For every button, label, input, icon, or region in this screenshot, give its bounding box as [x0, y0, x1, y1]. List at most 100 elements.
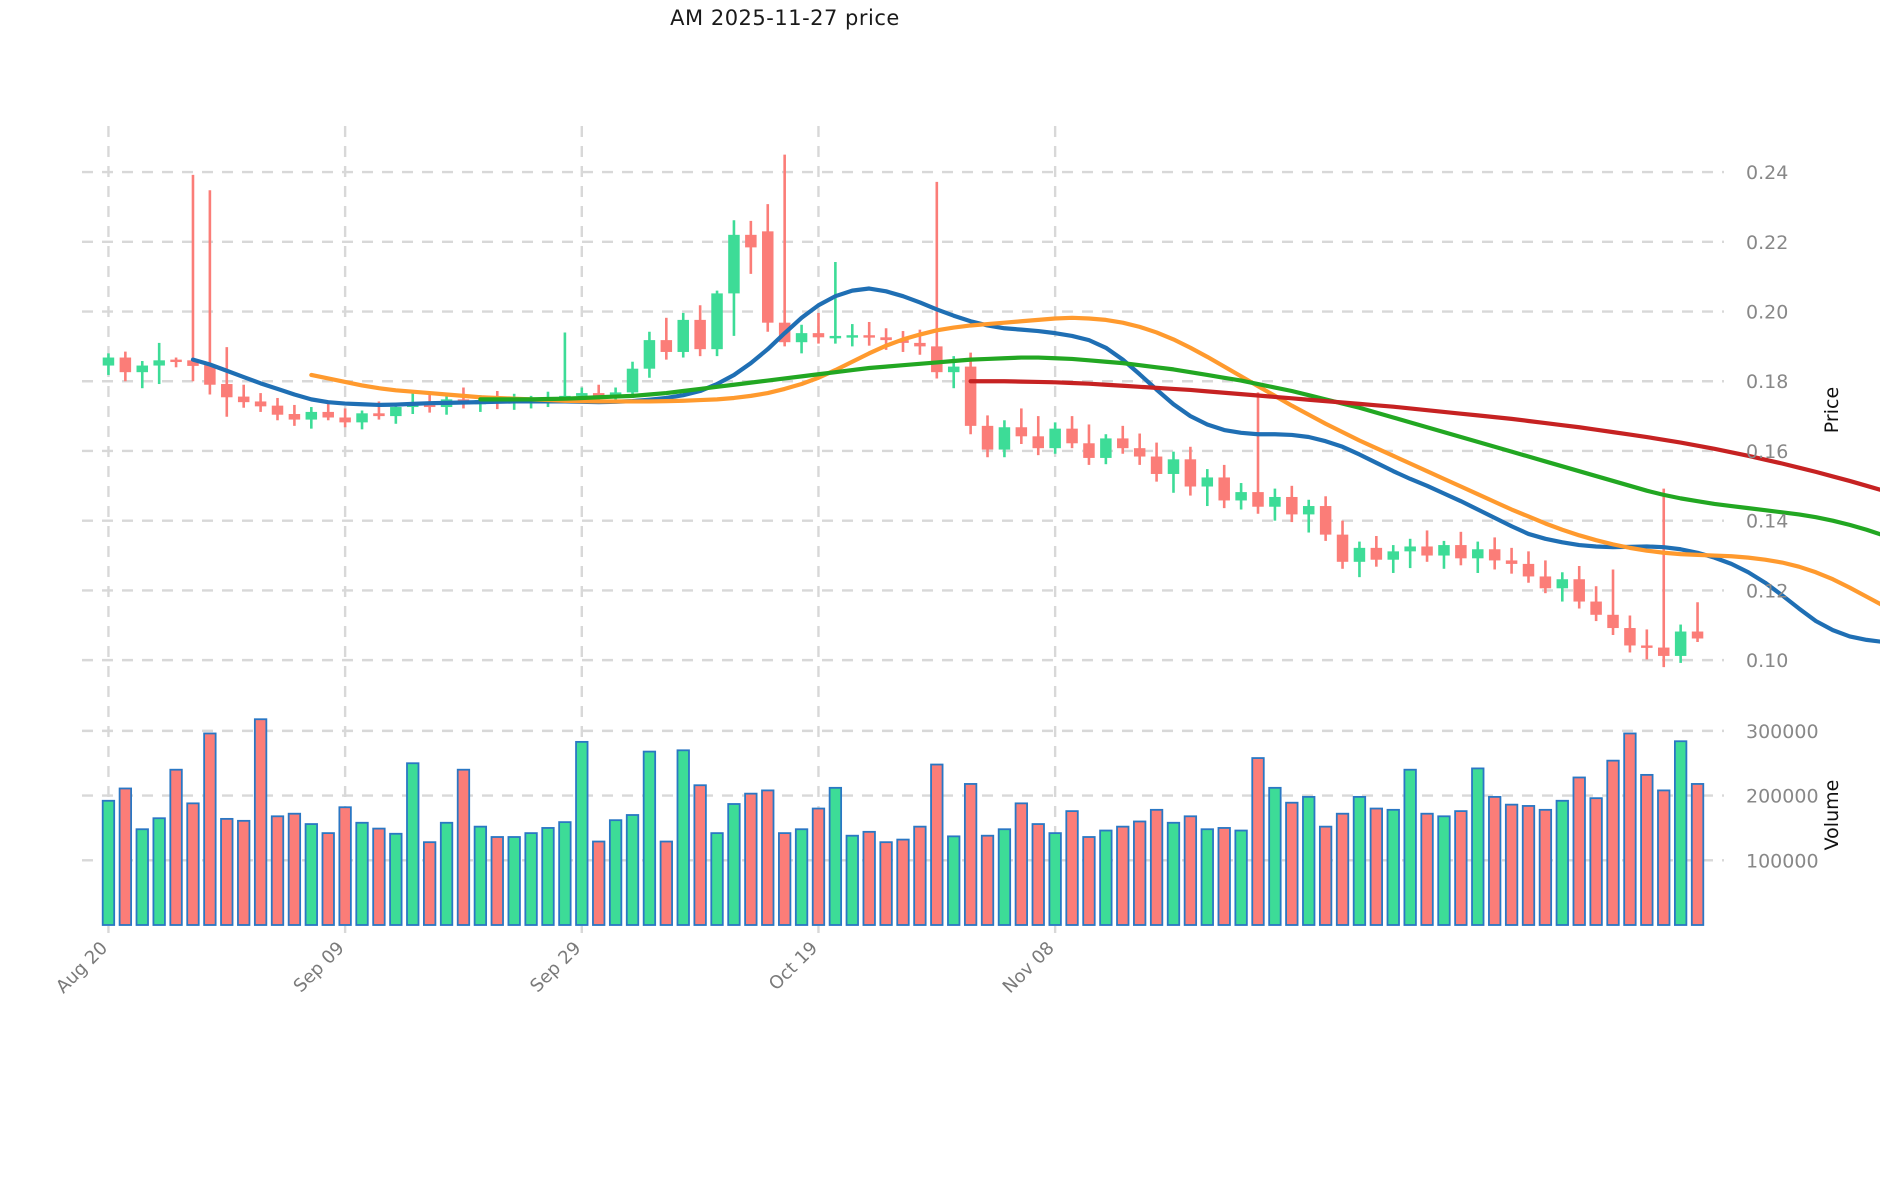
volume-bar [490, 836, 504, 926]
candle-body [1556, 579, 1569, 589]
volume-bar [389, 832, 403, 926]
volume-bar [507, 836, 521, 926]
candle-body [1624, 628, 1636, 646]
candle-body [102, 357, 115, 366]
volume-bar [169, 768, 183, 926]
candle-body [1319, 506, 1332, 535]
volume-bar [321, 832, 335, 926]
x-axis-tick-labels: Aug 20 Sep 09 Sep 29 Oct 19 Nov 08 [52, 938, 1059, 998]
candle-body [1252, 492, 1264, 507]
volume-bar [1690, 783, 1705, 926]
candle-body [880, 337, 892, 341]
volume-bar [524, 832, 538, 926]
candle-body [356, 413, 368, 423]
candle-body [1269, 496, 1281, 507]
volume-bar [1471, 767, 1485, 926]
volume-bar [1251, 757, 1265, 926]
volume-bar [1318, 825, 1333, 926]
volume-bar [1217, 827, 1231, 926]
volume-bar [963, 783, 978, 926]
volume-bar [558, 821, 572, 926]
volume-bar [761, 789, 775, 926]
volume-bar [862, 830, 876, 926]
candle-body [288, 414, 301, 420]
candle-body [914, 342, 926, 347]
ma-line-ma_xlong [968, 379, 1880, 492]
candle-body [390, 407, 402, 417]
volume-bar [1116, 825, 1130, 926]
volume-bar [101, 799, 116, 926]
candle-body [576, 393, 588, 396]
volume-bar [203, 732, 217, 926]
candle-body [947, 366, 960, 373]
volume-bar [575, 740, 589, 926]
volume-bar [1640, 773, 1654, 926]
volume-bar [1673, 740, 1688, 926]
volume-bar [406, 762, 420, 926]
candle-body [795, 333, 808, 343]
volume-bar [456, 768, 471, 926]
candle-body [339, 417, 351, 423]
volume-bar [253, 718, 268, 926]
candle-body [1083, 443, 1095, 458]
volume-bar [1099, 829, 1113, 926]
candle-body [812, 333, 825, 338]
candle-body [1438, 545, 1450, 556]
price-gridlines [82, 170, 1724, 662]
volume-bar [794, 828, 809, 926]
volume-bar [1285, 801, 1299, 926]
candle-body [1167, 459, 1180, 474]
volume-bar [997, 828, 1012, 926]
candle-body [1049, 428, 1061, 449]
candle-body [1455, 545, 1467, 559]
candle-body [711, 293, 723, 350]
volume-bar [1014, 802, 1028, 926]
x-tick-label: Sep 29 [526, 938, 585, 997]
candle-body [745, 234, 757, 248]
volume-tick-label: 100000 [1746, 850, 1819, 872]
x-gridlines [107, 126, 1057, 933]
volume-bar [744, 792, 758, 926]
volume-bar [1048, 832, 1062, 926]
volume-bar [676, 749, 690, 926]
candle-body [187, 360, 199, 366]
candle-body [762, 231, 774, 323]
volume-axis-tick-labels: 300000 200000 100000 [1746, 721, 1819, 872]
candle-body [119, 357, 132, 373]
volume-bar [913, 825, 927, 926]
candle-body [237, 396, 250, 403]
volume-bar [642, 750, 657, 926]
price-tick-label: 0.20 [1746, 302, 1788, 324]
volume-tick-label: 300000 [1746, 721, 1819, 743]
volume-bar [1149, 808, 1164, 926]
volume-bar [270, 815, 285, 926]
volume-bar [1234, 829, 1248, 926]
candle-body [643, 340, 656, 369]
candle-body [1117, 438, 1129, 449]
candle-body [1674, 631, 1687, 656]
price-tick-label: 0.22 [1746, 232, 1788, 254]
volume-bar [1623, 732, 1637, 926]
volume-bar [1031, 823, 1045, 926]
price-axis-title: Price [1821, 387, 1843, 433]
volume-bar [1268, 786, 1282, 926]
candle-body [1066, 428, 1078, 444]
volume-bar [1538, 808, 1553, 926]
price-axis-tick-labels: 0.24 0.22 0.20 0.18 0.16 0.14 0.12 0.10 [1746, 162, 1788, 672]
candle-body [1522, 563, 1535, 577]
volume-bar [118, 787, 133, 926]
volume-bar [423, 841, 437, 926]
volume-bars [101, 718, 1705, 926]
volume-bar [1589, 797, 1603, 926]
price-tick-label: 0.10 [1746, 650, 1788, 672]
volume-bar [541, 827, 555, 926]
price-tick-label: 0.18 [1746, 371, 1788, 393]
candle-body [694, 319, 706, 350]
volume-bar [1657, 789, 1671, 926]
moving-average-lines [190, 286, 1880, 644]
volume-bar [608, 819, 623, 926]
candle-body [1133, 448, 1146, 457]
volume-bar [1183, 815, 1198, 926]
candle-body [1032, 436, 1044, 449]
